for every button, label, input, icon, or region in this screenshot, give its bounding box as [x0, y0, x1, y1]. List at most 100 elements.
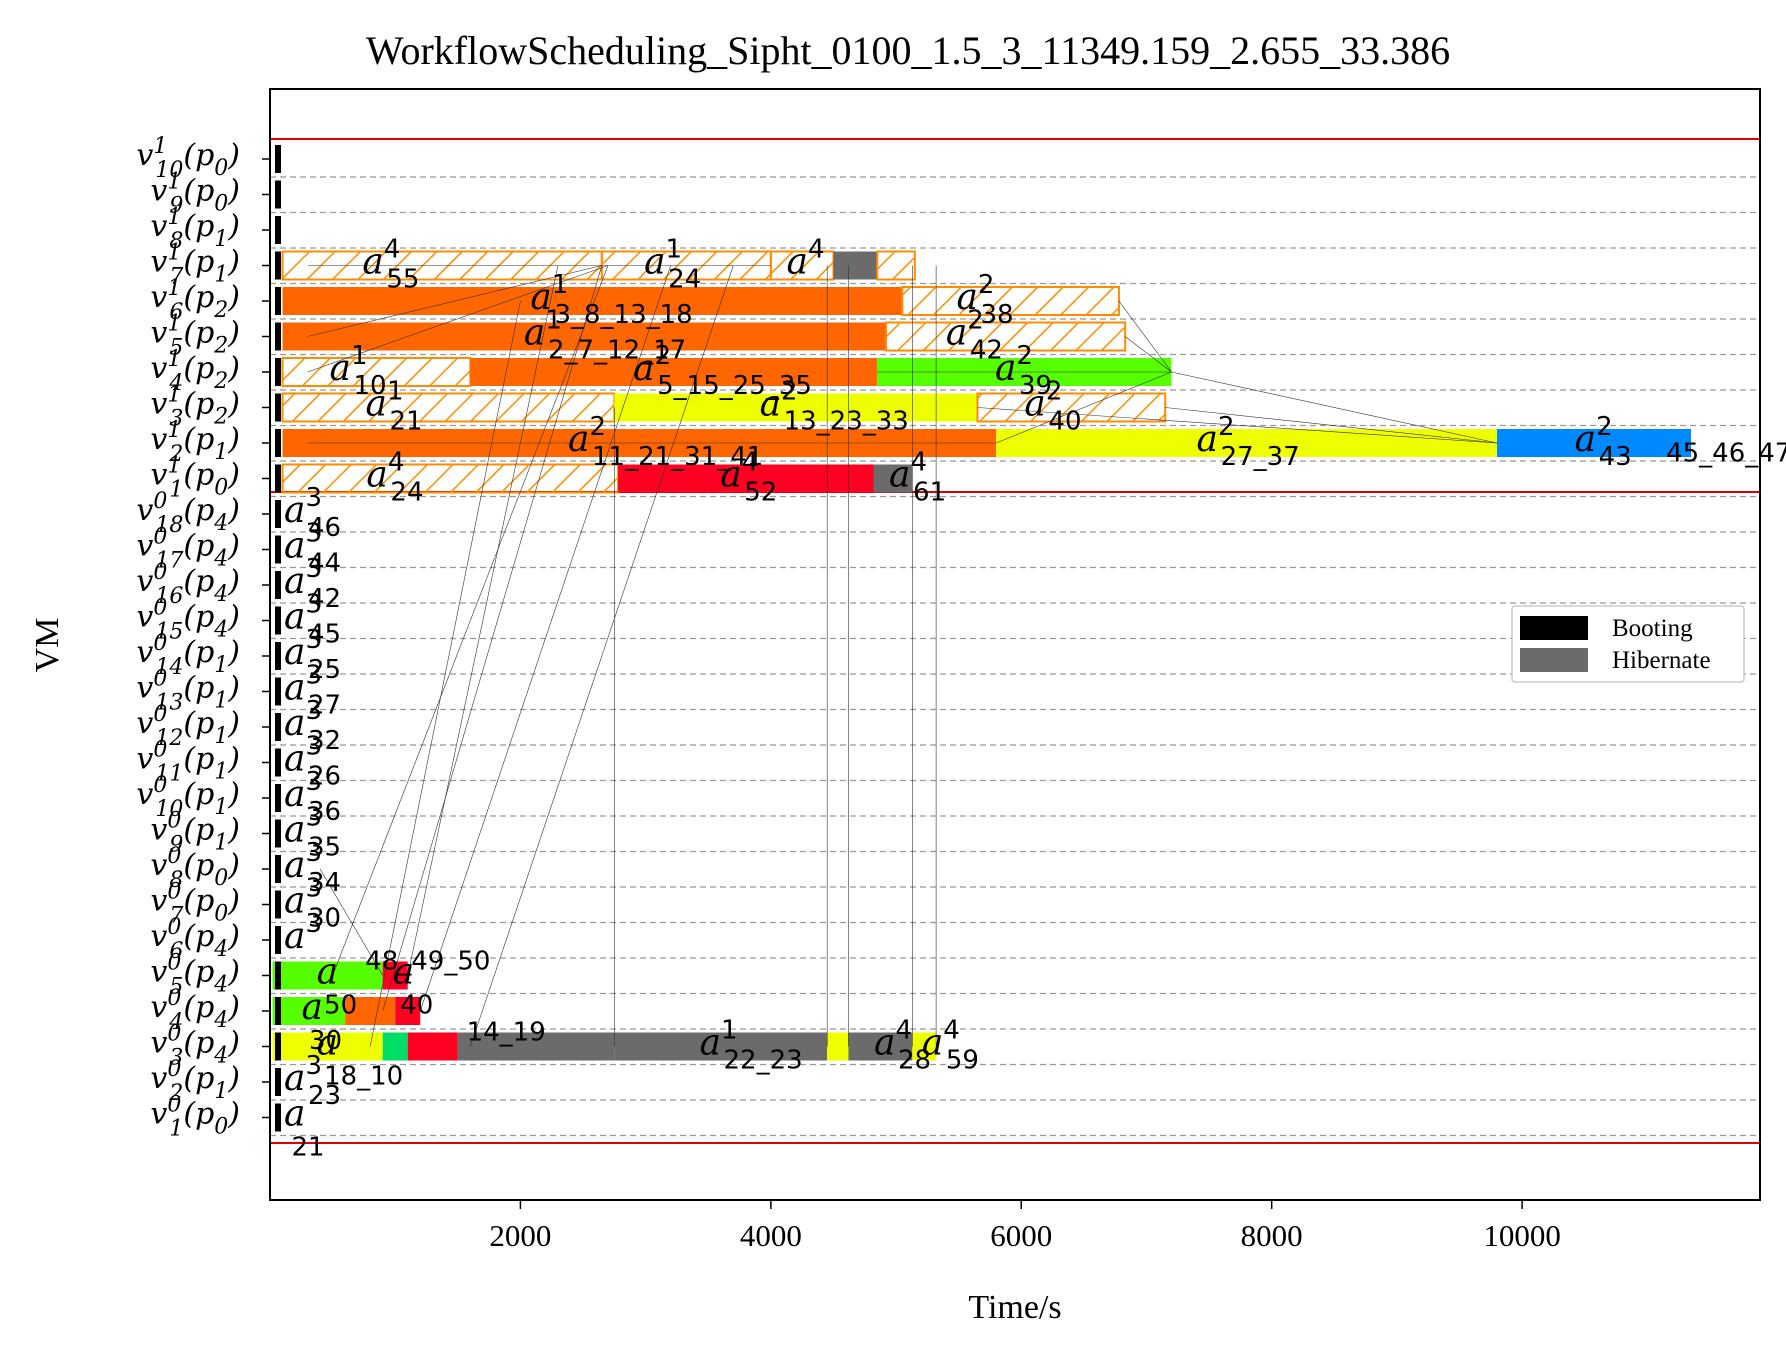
booting-segment [275, 819, 281, 848]
dependency-edge [369, 300, 521, 1047]
chart-title: WorkflowScheduling_Sipht_0100_1.5_3_1134… [366, 28, 1450, 73]
task-bar [1497, 429, 1692, 457]
booting-segment [275, 677, 281, 706]
row-task-label: a 21 [284, 1094, 325, 1163]
extra-task-label: 14_19 [467, 1017, 546, 1047]
x-axis-ticks: 2000 4000 6000 8000 10000 [489, 1200, 1561, 1253]
task-bar [912, 1032, 937, 1061]
task-label: a2 43 [1575, 412, 1632, 472]
task-bar [281, 463, 620, 494]
task-label: a2 42 [946, 306, 1003, 366]
row-task-label: a3 [284, 909, 322, 957]
task-bar [272, 961, 383, 990]
booting-segment [275, 535, 281, 564]
vm-tick-label: v0 16(p4) [136, 560, 240, 609]
vm-tick-label: v1 1(p0) [150, 454, 240, 503]
vm-tick-label: v1 6(p2) [150, 276, 240, 325]
task-label: a2 27_37 [1197, 412, 1300, 472]
booting-segment [275, 429, 281, 457]
booting-segment [275, 784, 281, 812]
y-axis-label: VM [29, 618, 66, 673]
booting-segment [275, 251, 281, 280]
booting-segment [275, 642, 281, 670]
booting-segment [275, 890, 281, 919]
row-task-label: a3 46 [284, 483, 341, 543]
legend-label: Hibernate [1612, 647, 1711, 674]
legend: Booting Hibernate [1511, 605, 1745, 683]
vm-tick-label: v0 6(p4) [150, 915, 240, 964]
booting-segment [275, 216, 281, 244]
row-task-label: a3 27 [284, 661, 341, 721]
task-bar [614, 1032, 828, 1061]
booting-segment [275, 1103, 281, 1132]
dependency-edge [977, 407, 1498, 444]
task-label: a1 22_23 [699, 1016, 802, 1076]
row-task-label: a3 25 [284, 625, 341, 685]
vm-tick-label: v0 14(p1) [136, 631, 240, 680]
vm-tick-label: v0 10(p1) [136, 773, 240, 822]
row-task-label: a3 23 [284, 1051, 341, 1111]
vm-tick-label: v0 5(p4) [150, 951, 240, 1000]
task-label: a2 40 [1024, 377, 1081, 437]
vm-tick-label: v1 3(p2) [150, 383, 240, 432]
x-tick-label: 4000 [740, 1218, 802, 1253]
x-axis-label: Time/s [968, 1289, 1061, 1326]
extra-task-label: 45_46_47 [1666, 439, 1786, 469]
task-bar [901, 286, 1120, 316]
task-label: a2 11_21_31_41 [568, 412, 763, 472]
vm-tick-label: v1 9(p0) [150, 170, 240, 219]
x-tick-label: 6000 [990, 1218, 1052, 1253]
booting-segment [275, 1032, 281, 1061]
task-bar [848, 1032, 913, 1061]
task-label: a4 [786, 235, 824, 283]
task-bar [407, 1032, 458, 1061]
task-bar [272, 1032, 383, 1061]
task-labels: a4 55 a1 24 a4 a1 3_8_13_18 a2 38 a1 2_7_12_17 a2 42… [284, 235, 1786, 1163]
vm-tick-label: v0 15(p4) [136, 596, 240, 645]
vm-tick-label: v0 17(p4) [136, 525, 240, 574]
row-task-label: a3 42 [284, 554, 341, 614]
booting-segment [275, 748, 281, 777]
grid-lines [270, 138, 1760, 1144]
task-bar [457, 1032, 615, 1061]
task-label: a1 21 [365, 377, 422, 437]
dependency-edge [1118, 300, 1172, 373]
dependency-edge [382, 265, 603, 1012]
vm-tick-label: v0 3(p4) [150, 1022, 240, 1071]
vm-tick-label: v0 1(p0) [150, 1093, 240, 1142]
task-label: a4 24 [366, 448, 423, 508]
booting-segment [275, 855, 281, 883]
vm-tick-label: v0 11(p1) [136, 738, 240, 787]
booting-segment [275, 145, 281, 173]
task-bar [470, 358, 878, 386]
dependency-edge [332, 265, 609, 976]
booting-segment [275, 180, 281, 209]
task-label: a2 5_15_25_35 [633, 341, 812, 401]
booting-segment [275, 961, 281, 990]
task-bar [827, 1032, 849, 1061]
task-label: a 18_10 [317, 1023, 404, 1092]
task-label: a2 39 [995, 341, 1052, 401]
task-label: a 30 [302, 987, 343, 1056]
booting-segment [275, 464, 281, 493]
task-bar [272, 997, 346, 1025]
vm-tick-label: v1 4(p2) [150, 347, 240, 396]
booting-segment [275, 393, 281, 422]
row-task-label: a3 44 [284, 519, 341, 579]
dependency-edge [1165, 407, 1498, 444]
task-label: a4 52 [720, 448, 777, 508]
legend-swatch [1520, 616, 1588, 640]
x-tick-label: 10000 [1483, 1218, 1561, 1253]
booting-segment [275, 1068, 281, 1096]
dependency-edge [307, 265, 602, 337]
task-label: a1 24 [644, 235, 701, 295]
task-label: a4 55 [362, 235, 419, 295]
dependency-arrows [307, 265, 1498, 1047]
vm-tick-label: v0 4(p4) [150, 986, 240, 1035]
task-bar [885, 321, 1127, 352]
vm-tick-label: v1 8(p1) [150, 205, 240, 254]
booting-segment [275, 358, 281, 386]
task-label: a2 13_23_33 [760, 377, 909, 437]
booting-segment [275, 571, 281, 599]
row-task-label: a3 26 [284, 732, 341, 792]
